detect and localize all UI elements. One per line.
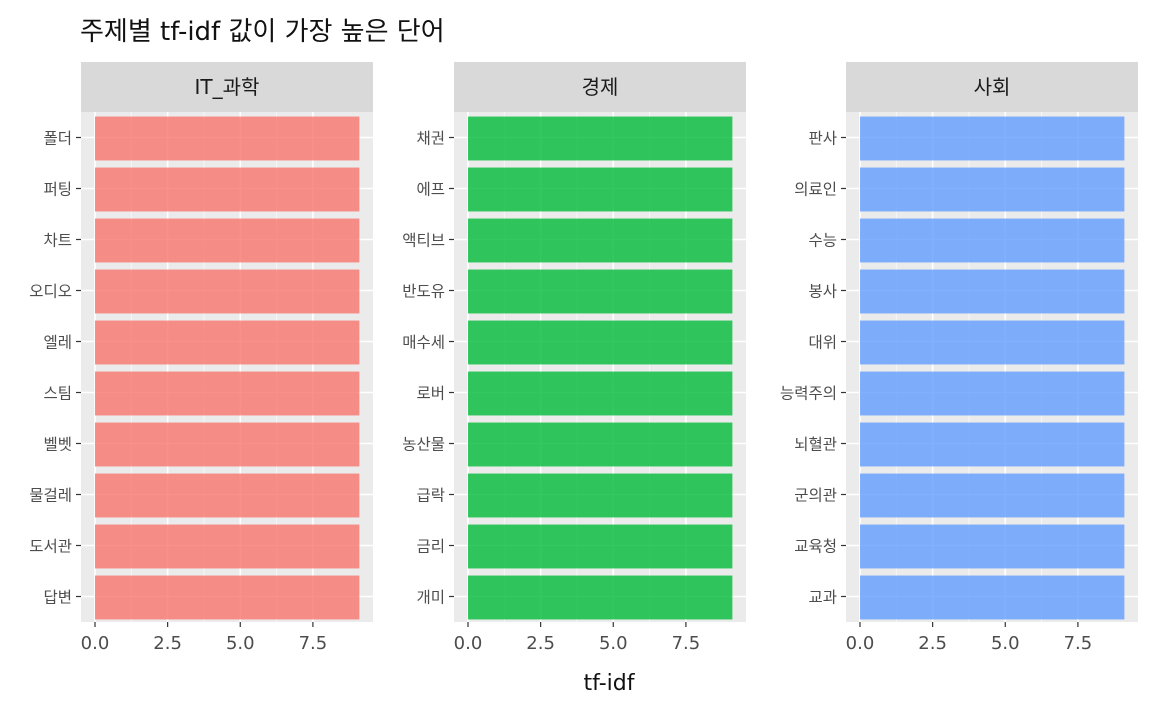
x-tick-label: 0.0 <box>454 633 483 654</box>
y-tick-label: 교과 <box>808 589 837 607</box>
y-tick-label: 수능 <box>808 232 837 250</box>
y-tick-label: 벨벳 <box>43 436 72 454</box>
facet-strip <box>81 62 373 112</box>
bar <box>468 320 733 365</box>
x-tick-label: 7.5 <box>1064 633 1093 654</box>
y-tick-label: 액티브 <box>402 232 445 250</box>
bar <box>860 473 1125 518</box>
y-tick-label: 농산물 <box>402 436 445 454</box>
bar <box>860 371 1125 416</box>
x-tick-label: 0.0 <box>846 633 875 654</box>
y-tick-label: 개미 <box>416 589 445 607</box>
bar <box>95 371 360 416</box>
facet-strip-label: 경제 <box>582 75 619 99</box>
y-tick-label: 반도유 <box>402 283 445 301</box>
facet-strip-label: 사회 <box>974 75 1011 99</box>
x-tick-label: 2.5 <box>526 633 555 654</box>
x-tick-label: 5.0 <box>599 633 628 654</box>
y-tick-label: 능력주의 <box>780 385 837 403</box>
y-tick-label: 금리 <box>416 538 445 556</box>
bar <box>95 320 360 365</box>
bar <box>860 524 1125 569</box>
y-tick-label: 매수세 <box>402 334 445 352</box>
bar <box>860 320 1125 365</box>
bar <box>95 422 360 467</box>
x-tick-label: 7.5 <box>299 633 328 654</box>
y-tick-label: 물걸레 <box>29 487 72 505</box>
bar <box>95 116 360 161</box>
y-tick-label: 뇌혈관 <box>794 436 837 454</box>
x-tick-label: 0.0 <box>81 633 110 654</box>
bar <box>860 167 1125 212</box>
bar <box>468 116 733 161</box>
bar <box>468 473 733 518</box>
facet-strip <box>846 62 1138 112</box>
y-tick-label: 오디오 <box>29 283 72 301</box>
x-axis-label: tf-idf <box>584 671 636 696</box>
x-tick-label: 5.0 <box>991 633 1020 654</box>
y-tick-label: 퍼팅 <box>43 181 72 199</box>
bar <box>95 575 360 620</box>
x-tick-label: 5.0 <box>226 633 255 654</box>
x-tick-label: 2.5 <box>918 633 947 654</box>
bar <box>95 524 360 569</box>
facet-strip-label: IT_과학 <box>195 75 260 99</box>
chart-title: 주제별 tf-idf 값이 가장 높은 단어 <box>80 17 445 47</box>
y-tick-label: 급락 <box>416 487 445 505</box>
y-tick-label: 도서관 <box>29 538 72 556</box>
y-tick-label: 교육청 <box>794 538 837 556</box>
y-tick-label: 폴더 <box>43 130 72 148</box>
y-tick-label: 엘레 <box>43 334 72 352</box>
y-tick-label: 의료인 <box>794 181 837 199</box>
bar <box>468 575 733 620</box>
y-tick-label: 로버 <box>416 385 445 403</box>
y-tick-label: 군의관 <box>794 487 837 505</box>
x-tick-label: 2.5 <box>153 633 182 654</box>
bar <box>860 269 1125 314</box>
y-tick-label: 답변 <box>43 589 72 607</box>
y-tick-label: 판사 <box>808 130 837 148</box>
bar <box>468 524 733 569</box>
bar <box>95 473 360 518</box>
y-tick-label: 스팀 <box>43 385 72 403</box>
bar <box>468 269 733 314</box>
bar <box>468 422 733 467</box>
bar <box>468 371 733 416</box>
y-tick-label: 차트 <box>43 232 72 250</box>
y-tick-label: 에프 <box>416 181 445 199</box>
bar <box>95 218 360 263</box>
bar <box>95 269 360 314</box>
facet-strip <box>454 62 746 112</box>
bar <box>468 218 733 263</box>
bar <box>468 167 733 212</box>
y-tick-label: 채권 <box>416 130 445 148</box>
bar <box>860 422 1125 467</box>
bar <box>95 167 360 212</box>
y-tick-label: 봉사 <box>808 283 837 301</box>
bar <box>860 116 1125 161</box>
y-tick-label: 대위 <box>808 334 837 352</box>
bar <box>860 218 1125 263</box>
bar <box>860 575 1125 620</box>
x-tick-label: 7.5 <box>672 633 701 654</box>
